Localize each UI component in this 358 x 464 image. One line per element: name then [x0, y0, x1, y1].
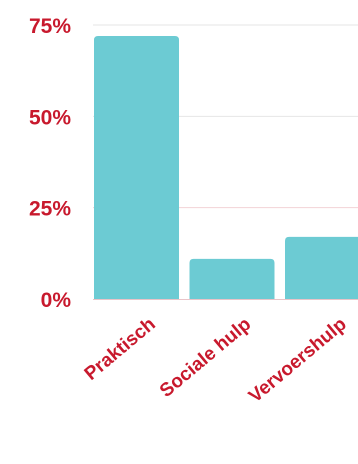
y-tick-label: 75%: [29, 15, 71, 38]
bars: [94, 35, 358, 300]
y-tick-label: 25%: [29, 198, 71, 221]
bar-praktisch: [94, 35, 179, 300]
x-category-label: Sociale hulp: [156, 314, 255, 402]
x-category-label: Vervoershulp: [245, 314, 351, 407]
y-axis-tick-labels: 0% 25% 50% 75%: [29, 15, 71, 312]
y-tick-label: 0%: [41, 289, 72, 312]
bar-vervoershulp: [285, 236, 358, 299]
y-tick-label: 50%: [29, 106, 71, 129]
bar-sociale-hulp: [189, 258, 275, 299]
x-category-label: Praktisch: [81, 314, 160, 385]
